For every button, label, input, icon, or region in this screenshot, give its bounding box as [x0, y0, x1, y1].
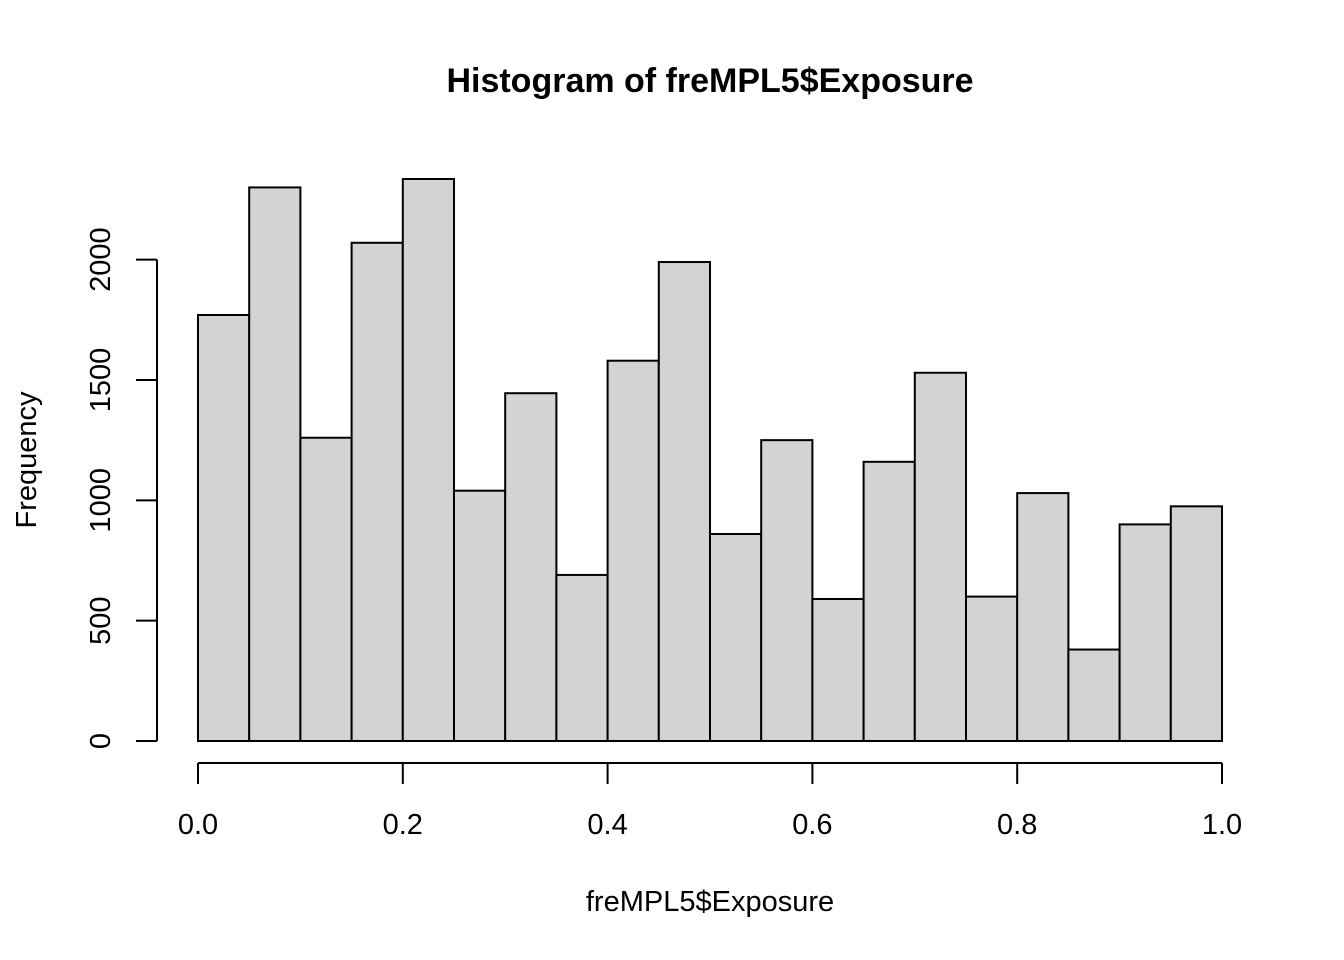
x-tick-label: 1.0 [1202, 809, 1242, 841]
y-axis-label: Frequency [11, 391, 43, 529]
histogram-bar [709, 533, 763, 742]
y-tick-label: 500 [85, 596, 117, 644]
bars-group [197, 178, 1224, 743]
histogram-bar [965, 595, 1019, 742]
histogram-bar [504, 392, 558, 742]
histogram-bar [197, 313, 251, 742]
x-tick-label: 0.0 [178, 809, 218, 841]
histogram-bar [248, 186, 302, 742]
x-tick-label: 0.2 [383, 809, 423, 841]
y-tick-label: 0 [85, 733, 117, 749]
x-tick-label: 0.8 [997, 809, 1037, 841]
x-axis: 0.0 0.2 0.4 0.6 0.8 1.0 [178, 762, 1242, 841]
y-axis: 0 500 1000 1500 2000 [85, 227, 158, 749]
histogram-bar [555, 573, 609, 742]
histogram-bar [350, 241, 404, 742]
histogram-bar [913, 371, 967, 742]
histogram-bar [299, 436, 353, 742]
x-axis-label: freMPL5$Exposure [586, 886, 834, 918]
histogram-bar [811, 597, 865, 743]
y-tick-label: 2000 [85, 227, 117, 292]
histogram-bar [606, 359, 660, 742]
histogram-bar [1067, 648, 1121, 742]
histogram-bar [453, 489, 507, 743]
histogram-bar [1118, 523, 1172, 742]
histogram-bar [1169, 505, 1224, 742]
x-tick-label: 0.6 [792, 809, 832, 841]
histogram-bar [760, 439, 814, 742]
x-tick-label: 0.4 [587, 809, 627, 841]
chart-title: Histogram of freMPL5$Exposure [446, 62, 973, 100]
y-tick-label: 1000 [85, 468, 117, 533]
histogram-bar [657, 261, 711, 742]
histogram-bar [862, 460, 916, 742]
histogram-bar [401, 178, 455, 742]
histogram-bar [1016, 492, 1070, 742]
y-tick-label: 1500 [85, 348, 117, 413]
